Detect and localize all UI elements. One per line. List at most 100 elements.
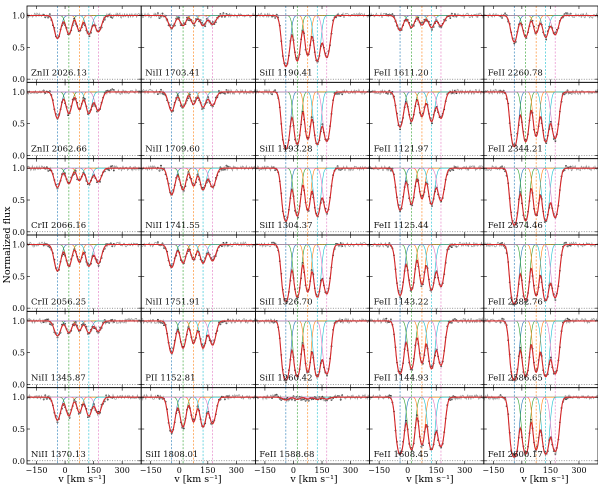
x-tick-label: 0 [519,466,524,475]
y-tick-label: 0.0 [12,380,25,389]
x-axis-label-col4: v [km s⁻¹] [405,474,453,485]
component-profile [483,320,598,378]
component-profile [483,91,598,139]
observed-spectrum [369,241,485,298]
x-axis-label-col3: v [km s⁻¹] [289,474,337,485]
panel-grid: 0.0 0.5 1.0 ZnII 2026.13 NiII 1703.41 SiII 11… [12,5,598,475]
panel-label: NiII 1751.91 [145,297,200,307]
panel-5-1: −150 0 150 300 SiII 1808.01 [140,387,256,475]
x-axis-label-col2: v [km s⁻¹] [173,474,221,485]
panel-0-2: SiII 1190.41 [254,5,370,83]
panel-1-3: FeII 1121.97 [369,81,485,160]
component-profile [27,91,142,119]
model-fit [483,320,598,381]
observed-spectrum [255,11,370,68]
panel-2-1: NiII 1741.55 [140,158,256,236]
y-tick-label: 0.0 [12,457,25,466]
panel-1-4: FeII 2344.21 [483,81,598,160]
panel-1-0: 0.0 0.5 1.0 ZnII 2062.66 [12,81,142,160]
model-fit [255,243,370,303]
component-profile [255,244,370,295]
observed-spectrum [26,88,142,120]
component-profile [369,396,484,451]
observed-spectrum [255,393,370,403]
panel-5-3: −150 0 150 300 FeII 1608.45 [368,387,485,475]
observed-spectrum [26,241,142,272]
x-axis-label-col5: v [km s⁻¹] [520,474,568,485]
panel-label: ZnII 2026.13 [31,68,87,78]
component-profile [255,91,370,142]
model-fit [27,91,142,120]
x-axis-label-col1: v [km s⁻¹] [57,474,105,485]
panel-label: FeII 1125.44 [374,221,429,231]
component-profile [483,396,598,455]
model-fit [483,396,598,458]
y-tick-label: 0.5 [12,425,25,434]
panel-1-2: SiII 1193.28 [254,81,370,160]
x-tick-label: 150 [543,466,558,475]
x-tick-label: −150 [140,466,162,475]
component-profile [27,244,142,272]
x-tick-label: −150 [254,466,276,475]
panel-label: SiII 1260.42 [259,374,312,384]
panel-0-4: FeII 2260.78 [483,5,598,83]
observed-spectrum [140,88,256,113]
component-profile [483,244,598,301]
component-profile [255,320,370,381]
observed-spectrum [26,393,142,424]
component-profile [27,167,142,188]
x-tick-label: 150 [86,466,101,475]
observed-spectrum [483,12,598,44]
x-tick-label: 300 [115,466,130,475]
panel-label: FeII 2344.21 [488,145,543,155]
component-profile [483,320,598,375]
x-tick-label: 300 [571,466,586,475]
panel-2-0: 0.0 0.5 1.0 CrII 2066.16 [12,158,142,237]
panel-label: FeII 2586.65 [488,374,543,384]
component-profile [255,320,370,378]
panel-label: SiII 1193.28 [259,145,312,155]
component-profile [255,91,370,140]
panel-0-1: NiII 1703.41 [140,5,256,83]
panel-label: CrII 2066.16 [31,221,86,231]
panel-label: PII 1152.81 [145,374,195,384]
panel-4-4: FeII 2586.65 [483,310,598,389]
model-fit [27,396,142,422]
model-fit [369,14,484,32]
component-profile [255,244,370,293]
y-tick-label: 0.5 [12,120,25,129]
panel-2-3: FeII 1125.44 [369,158,485,236]
y-tick-label: 0.5 [12,43,25,52]
observed-spectrum [369,88,485,130]
model-fit [483,243,598,305]
model-fit [369,167,484,211]
x-tick-label: 0 [63,466,68,475]
model-fit [255,396,370,401]
y-tick-label: 0.0 [12,304,25,313]
y-tick-label: 1.0 [12,12,25,21]
x-tick-label: 300 [343,466,358,475]
x-tick-label: 0 [177,466,182,475]
component-profile [255,15,370,56]
model-fit [141,167,256,196]
panel-3-4: FeII 2382.76 [483,234,598,312]
panel-label: SiII 1526.70 [259,297,312,307]
component-profile [483,167,598,222]
panel-label: SiII 1190.41 [259,68,312,78]
component-profile [483,91,598,137]
y-tick-label: 1.0 [12,164,25,173]
model-fit [369,243,484,297]
observed-spectrum [140,317,256,356]
panel-label: FeII 1144.93 [374,374,429,384]
model-fit [255,14,370,68]
component-profile [483,167,598,222]
component-profile [369,320,484,366]
component-profile [483,244,598,301]
panel-label: NiII 1741.55 [145,221,200,231]
model-fit [27,243,142,272]
panel-3-2: SiII 1526.70 [254,234,370,312]
y-tick-label: 0.0 [12,151,25,160]
panel-label: SiII 1304.37 [259,221,312,231]
y-axis-label: Normalized flux [2,206,13,284]
component-profile [483,320,598,381]
